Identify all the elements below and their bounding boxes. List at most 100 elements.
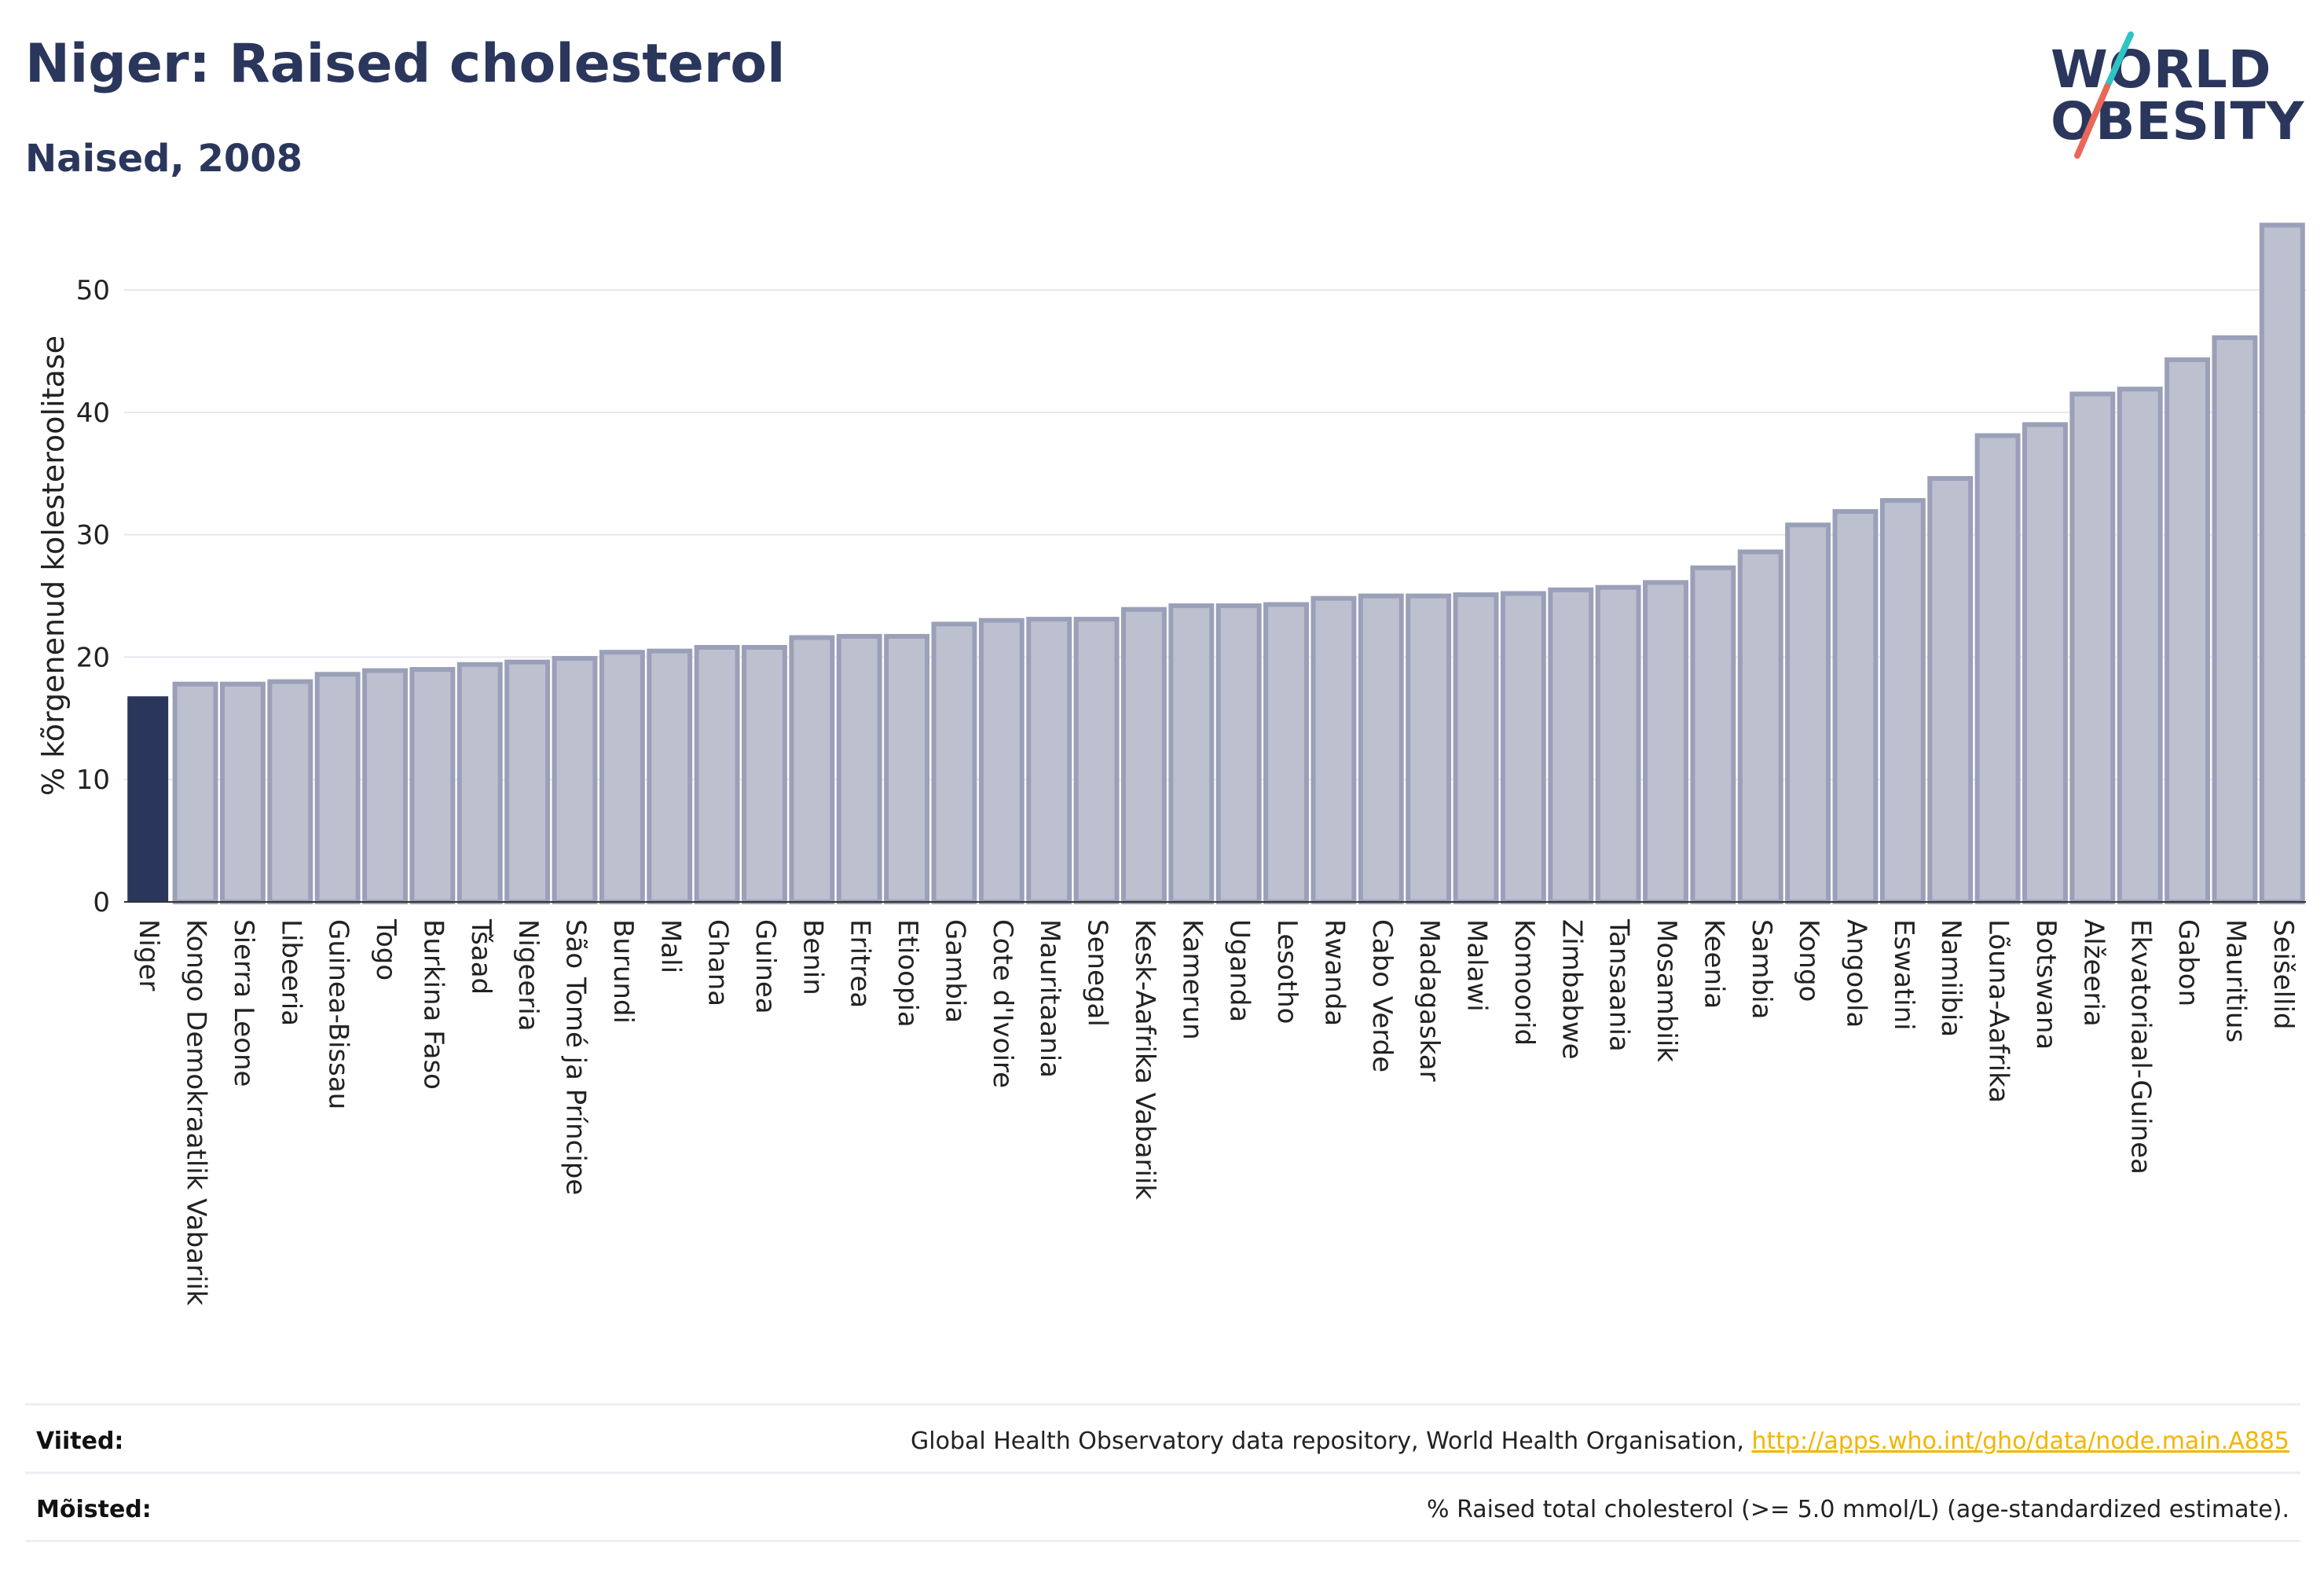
x-tick-label: Uganda [1224, 919, 1255, 1022]
x-tick-label: Ghana [702, 919, 734, 1006]
chart-subtitle: Naised, 2008 [25, 137, 303, 181]
y-tick-label: 20 [76, 642, 110, 673]
x-tick-label: Cabo Verde [1366, 919, 1398, 1072]
x-tick-label: Etioopia [892, 919, 923, 1028]
x-tick-label: Mauritius [2220, 919, 2251, 1043]
bar [2212, 335, 2258, 904]
x-tick-label: Burundi [607, 919, 639, 1024]
x-tick-label: Zimbabwe [1556, 919, 1587, 1060]
bar [836, 633, 882, 904]
x-tick-label: Cote d'Ivoire [987, 919, 1018, 1088]
y-tick-label: 50 [76, 275, 110, 306]
bar [1548, 587, 1594, 904]
x-tick-label: Tšaad [465, 918, 497, 995]
chart-footer: Viited: Global Health Observatory data r… [25, 1403, 2300, 1542]
x-tick-label: Kesk-Aafrika Vabariik [1129, 919, 1160, 1200]
x-tick-label: Tansaania [1604, 918, 1635, 1052]
x-tick-label: Mauritaania [1034, 919, 1065, 1078]
x-tick-label: Guinea [750, 919, 781, 1014]
x-tick-label: Nigeeria [512, 919, 544, 1032]
bar [552, 655, 598, 904]
bar [267, 679, 313, 904]
bar [931, 621, 977, 905]
bar [1832, 509, 1879, 904]
x-tick-label: Rwanda [1318, 919, 1350, 1026]
bar [1073, 617, 1120, 905]
x-tick-label: Botswana [2030, 919, 2062, 1050]
bar [1500, 591, 1546, 904]
bar [1168, 603, 1215, 905]
bar [1643, 580, 1688, 904]
bar [1026, 617, 1072, 905]
bar-chart: 0 10 20 30 40 50 Niger Kongo Demokraatlik Vabar… [76, 222, 2306, 1306]
definitions-label: Mõisted: [36, 1496, 152, 1523]
sources-link[interactable]: http://apps.who.int/gho/data/node.main.A… [1751, 1428, 2289, 1455]
x-tick-label: Angoola [1840, 919, 1871, 1028]
bar [1879, 498, 1926, 904]
bar [978, 618, 1025, 904]
x-tick-label: Alžeeria [2077, 919, 2109, 1027]
bar [314, 672, 361, 904]
x-tick-label: Ekvatoriaal-Guinea [2125, 919, 2157, 1175]
x-tick-label: Guinea-Bissau [323, 919, 354, 1109]
x-tick-label: Burkina Faso [417, 919, 449, 1090]
sources-text: Global Health Observatory data repositor… [911, 1428, 1752, 1455]
x-tick-label: Senegal [1082, 919, 1113, 1027]
bar [2165, 357, 2211, 904]
x-tick-label: Komoorid [1508, 919, 1540, 1046]
x-tick-label: Gambia [939, 919, 970, 1023]
x-tick-label: Mosambiik [1651, 919, 1682, 1062]
bar [647, 648, 693, 904]
bar [694, 644, 740, 904]
x-tick-label: Malawi [1461, 919, 1493, 1012]
world-obesity-logo: WORLD OBESITY [2051, 31, 2304, 169]
bar [884, 633, 930, 904]
x-tick-label: Sierra Leone [228, 919, 259, 1087]
definitions-row: Mõisted: % Raised total cholesterol (>= … [25, 1472, 2300, 1540]
bar [456, 662, 503, 904]
x-tick-label: Eswatini [1888, 919, 1919, 1031]
x-tick-label: Lesotho [1271, 919, 1303, 1024]
bar [504, 659, 551, 905]
bar [219, 681, 266, 905]
chart-title: Niger: Raised cholesterol [25, 33, 786, 95]
x-tick-label: Benin [797, 919, 828, 995]
y-tick-label: 0 [93, 887, 110, 918]
x-tick-label: Mali [654, 919, 686, 973]
x-tick-label: Togo [370, 918, 401, 980]
x-tick-label: Madagaskar [1413, 919, 1445, 1082]
logo-word-world: WORLD [2051, 39, 2272, 100]
x-tick-label: Sambia [1746, 919, 1777, 1019]
bar-highlighted [127, 696, 169, 902]
x-tick-label: Libeeria [275, 919, 306, 1026]
bar [1595, 585, 1641, 904]
x-tick-label: Eritrea [845, 919, 876, 1008]
definitions-value: % Raised total cholesterol (>= 5.0 mmol/… [1427, 1496, 2289, 1523]
bar [409, 667, 456, 904]
y-tick-label: 30 [76, 520, 110, 552]
y-tick-label: 10 [76, 764, 110, 796]
footer-divider [25, 1540, 2300, 1542]
bar [2022, 422, 2068, 904]
bar [1785, 522, 1831, 904]
x-tick-label: Seišellid [2267, 919, 2299, 1030]
bar [1690, 565, 1736, 905]
bar [1927, 475, 1974, 904]
bar [2117, 387, 2163, 904]
y-tick-label: 40 [76, 398, 110, 429]
bar [1453, 592, 1499, 905]
bar [599, 650, 645, 904]
x-tick-label: Kongo Demokraatlik Vabariik [181, 919, 212, 1306]
bar [1263, 602, 1310, 904]
x-tick-label: Kamerun [1176, 919, 1208, 1040]
bar [1310, 596, 1357, 904]
x-tick-label: Gabon [2172, 919, 2204, 1006]
bar [362, 668, 408, 905]
x-tick-label: Namiibia [1935, 919, 1967, 1037]
bar [789, 635, 835, 904]
x-tick-label: Kongo [1793, 919, 1824, 1002]
x-tick-label: São Tomé ja Príncipe [560, 919, 592, 1195]
sources-row: Viited: Global Health Observatory data r… [25, 1403, 2300, 1472]
bar [1974, 433, 2021, 904]
sources-value: Global Health Observatory data repositor… [911, 1428, 2289, 1455]
